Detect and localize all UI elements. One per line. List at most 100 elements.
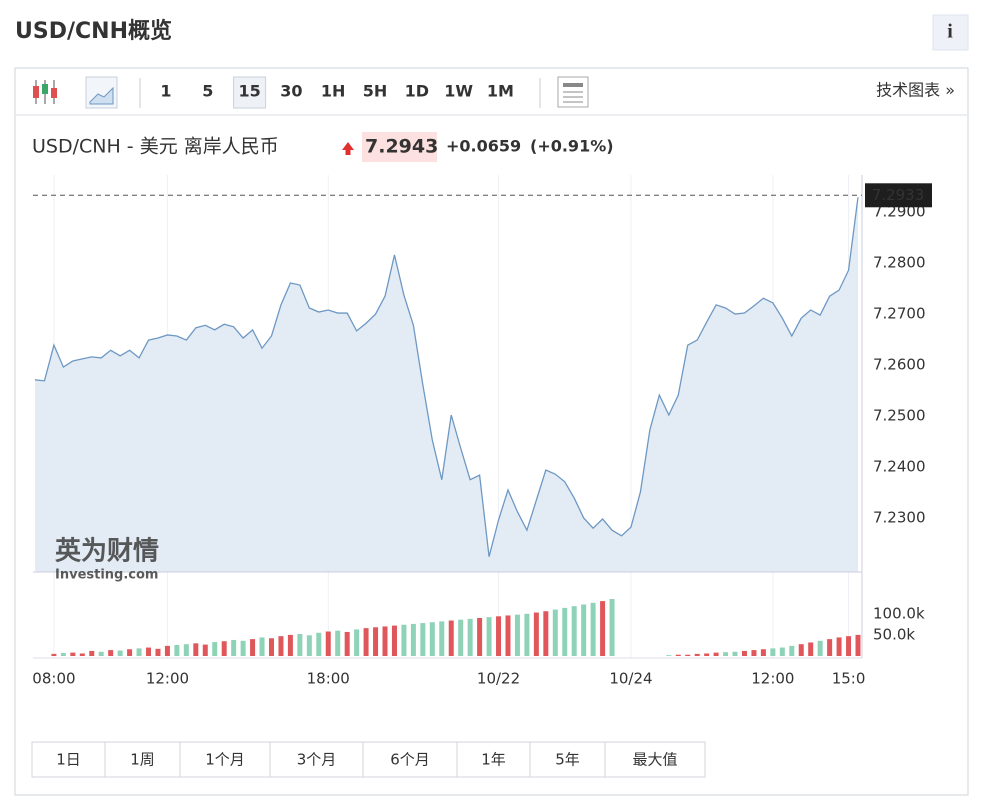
volume-bar (373, 627, 379, 656)
y-tick-label: 7.2500 (873, 407, 926, 425)
volume-bar (760, 649, 766, 656)
range-label[interactable]: 5年 (555, 751, 580, 769)
price-area (35, 197, 858, 572)
volume-bar (70, 652, 76, 656)
interval-button[interactable]: 15 (238, 82, 260, 101)
interval-button[interactable]: 1W (444, 82, 473, 101)
range-label[interactable]: 1日 (56, 751, 81, 769)
volume-bar (221, 641, 227, 656)
volume-bar (401, 624, 407, 656)
quote-price: 7.2943 (365, 136, 438, 158)
volume-bar (316, 632, 322, 656)
range-button[interactable] (269, 741, 364, 778)
volume-bar (458, 619, 464, 656)
volume-bar (278, 636, 284, 656)
x-tick-label: 10/22 (477, 670, 520, 688)
volume-bar (505, 615, 511, 656)
range-button[interactable] (604, 741, 706, 778)
volume-bar (259, 637, 265, 656)
x-tick-label: 12:00 (146, 670, 189, 688)
volume-bar (325, 631, 331, 656)
interval-button[interactable]: 1M (487, 82, 514, 101)
price-line (34, 197, 859, 557)
range-button[interactable] (31, 741, 106, 778)
volume-bar (382, 626, 388, 656)
volume-bar (60, 653, 66, 656)
volume-bar (127, 649, 133, 656)
interval-button[interactable]: 1 (160, 82, 171, 101)
volume-bar (391, 625, 397, 656)
range-label[interactable]: 1年 (481, 751, 506, 769)
volume-tick-label: 100.0k (873, 604, 925, 622)
range-button[interactable] (529, 741, 606, 778)
volume-bar (827, 639, 833, 656)
price-highlight (362, 132, 437, 162)
volume-bar (808, 642, 814, 656)
volume-bar (108, 650, 114, 656)
range-label[interactable]: 1周 (130, 751, 155, 769)
chart: 08:00 12:00 18:00 10/22 10/24 12:00 15:0 7.2300… (32, 175, 932, 688)
up-arrow (342, 142, 354, 155)
info-icon[interactable]: i (947, 21, 953, 43)
table-icon[interactable] (557, 76, 589, 108)
volume-bar (817, 640, 823, 656)
volume-bar (202, 644, 208, 656)
volume-bar (496, 616, 502, 656)
volume-bar (846, 636, 852, 656)
interval-button[interactable]: 1D (405, 82, 429, 101)
watermark-en: Investing.com (55, 568, 158, 583)
volume-bar (533, 612, 539, 656)
volume-bar (543, 611, 549, 656)
volume-bar (713, 652, 719, 656)
x-tick-label: 12:00 (751, 670, 794, 688)
y-tick-label: 7.2400 (873, 457, 926, 475)
volume-bar (155, 648, 161, 656)
y-tick-label: 7.2300 (873, 508, 926, 526)
interval-selected[interactable] (233, 76, 267, 109)
tech-chart-link[interactable]: 技术图表 » (876, 81, 955, 100)
volume-bar (420, 623, 426, 656)
interval-button[interactable]: 1H (321, 82, 346, 101)
quote-change: +0.0659 (446, 137, 521, 156)
volume-bar (477, 618, 483, 656)
range-button[interactable] (456, 741, 531, 778)
volume-bar (723, 652, 729, 656)
volume-bar (117, 650, 123, 656)
volume-bar (600, 601, 606, 656)
x-tick-label: 08:00 (32, 670, 75, 688)
volume-bar (448, 620, 454, 656)
y-tick-label: 7.2700 (873, 305, 926, 323)
quote-change-pct: (+0.91%) (530, 137, 614, 156)
volume-bar (798, 644, 804, 656)
range-label[interactable]: 3个月 (297, 751, 337, 769)
volume-bar (704, 653, 710, 656)
volume-bar (439, 621, 445, 656)
volume-bar (666, 655, 672, 656)
volume-bar (779, 647, 785, 656)
volume-bar (429, 622, 435, 656)
x-tick-label: 15:0 (832, 670, 866, 688)
info-button[interactable] (932, 14, 969, 51)
volume-bar (231, 639, 237, 656)
candle-icon[interactable] (33, 80, 57, 104)
volume-bar (590, 602, 596, 656)
volume-bar (524, 613, 530, 656)
volume-bar (89, 650, 95, 656)
volume-bar (467, 618, 473, 656)
interval-button[interactable]: 30 (280, 82, 302, 101)
volume-bar (79, 653, 85, 656)
volume-bar (836, 637, 842, 656)
range-label[interactable]: 最大值 (632, 751, 677, 769)
range-label[interactable]: 1个月 (205, 751, 245, 769)
interval-button[interactable]: 5H (363, 82, 388, 101)
range-label[interactable]: 6个月 (390, 751, 430, 769)
range-button[interactable] (179, 741, 271, 778)
y-tick-label: 7.2600 (873, 356, 926, 374)
volume-bar (552, 609, 558, 656)
range-button[interactable] (362, 741, 458, 778)
interval-button[interactable]: 5 (202, 82, 213, 101)
y-tick-label: 7.2800 (873, 254, 926, 272)
volume-bar (514, 614, 520, 656)
quote-name: USD/CNH - 美元 离岸人民币 (32, 136, 279, 158)
